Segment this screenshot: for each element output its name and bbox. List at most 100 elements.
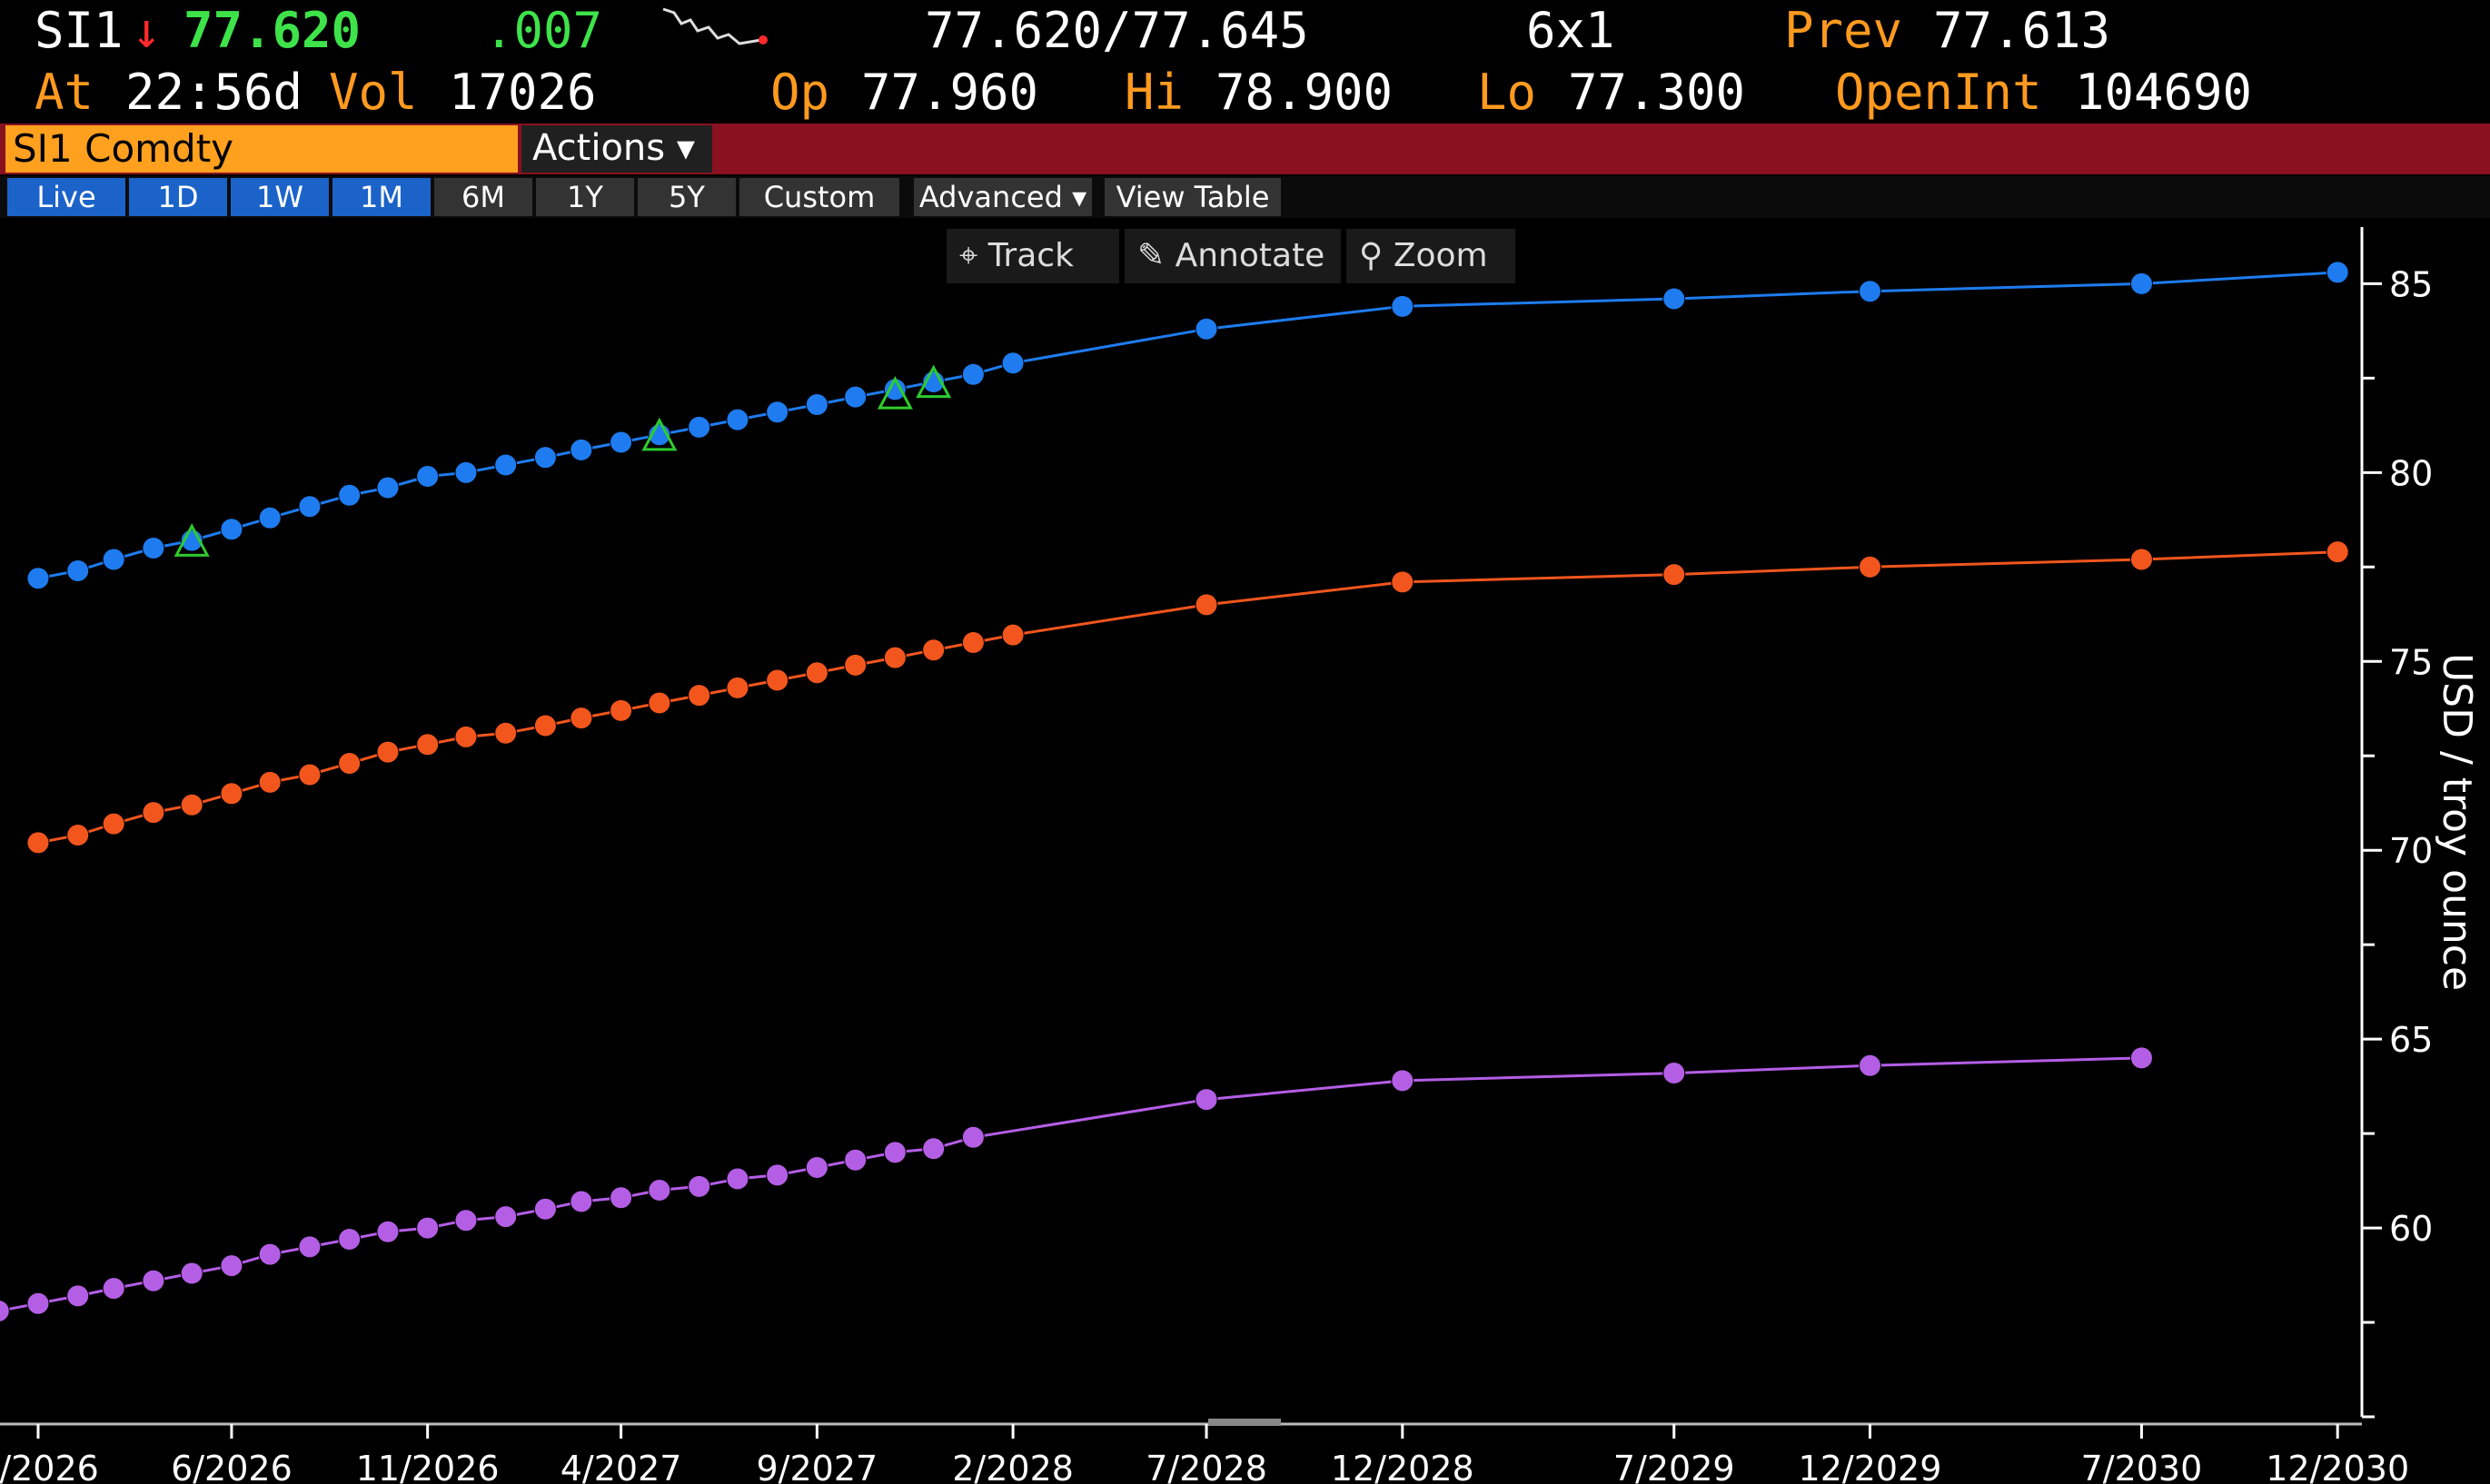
data-point <box>1195 317 1218 341</box>
net-change: .007 <box>484 2 603 59</box>
y-axis-label: USD / troy ounce <box>2434 653 2480 991</box>
data-point <box>494 453 518 477</box>
data-point <box>610 698 633 722</box>
vol-value: 17026 <box>449 64 597 121</box>
track-button[interactable]: ⌖ Track <box>947 229 1119 283</box>
x-tick-label: 11/2026 <box>356 1449 500 1484</box>
data-point <box>570 438 593 461</box>
openint-value: 104690 <box>2075 64 2253 121</box>
data-point <box>494 721 518 745</box>
data-point <box>2129 548 2153 571</box>
x-tick-label: 12/2028 <box>1331 1449 1474 1484</box>
data-point <box>688 684 711 707</box>
data-point <box>454 460 478 484</box>
y-tick-label: 85 <box>2389 264 2433 304</box>
data-point <box>805 661 828 685</box>
data-point <box>883 646 907 669</box>
data-point <box>494 1205 518 1229</box>
data-point <box>1001 351 1025 375</box>
data-point <box>883 378 907 401</box>
y-tick-label: 80 <box>2389 453 2433 493</box>
data-point <box>1195 1088 1218 1112</box>
track-label: Track <box>987 237 1074 274</box>
data-point <box>805 1156 828 1180</box>
data-point <box>688 415 711 439</box>
prev-value: 77.613 <box>1933 2 2111 59</box>
sparkline-icon <box>662 7 768 45</box>
hi-label: Hi <box>1125 64 1185 121</box>
range-live-button[interactable]: Live <box>7 178 125 216</box>
data-point <box>533 1197 557 1221</box>
zoom-button[interactable]: ⚲ Zoom <box>1346 229 1515 283</box>
data-point <box>338 752 362 776</box>
data-point <box>688 1174 711 1198</box>
data-point <box>2326 540 2349 564</box>
data-point <box>338 1228 362 1252</box>
range-1m-button[interactable]: 1M <box>332 178 431 216</box>
data-point <box>0 1300 10 1322</box>
data-point <box>1391 1069 1414 1093</box>
annotate-button[interactable]: ✎ Annotate <box>1125 229 1341 283</box>
advanced-menu-button[interactable]: Advanced ▾ <box>914 178 1092 216</box>
data-point <box>142 536 165 559</box>
range-5y-button[interactable]: 5Y <box>638 178 736 216</box>
x-tick-label: 12/2029 <box>1799 1449 1942 1484</box>
data-point <box>258 1242 282 1266</box>
data-point <box>258 770 282 794</box>
data-point <box>766 668 789 692</box>
range-1w-button[interactable]: 1W <box>231 178 329 216</box>
at-label: At <box>35 64 94 121</box>
hi-value: 78.900 <box>1215 64 1394 121</box>
data-point <box>1662 1062 1686 1085</box>
range-custom-button[interactable]: Custom <box>739 178 899 216</box>
data-point <box>961 1125 985 1149</box>
triangle-marker <box>916 364 952 399</box>
x-tick-label: 12/2030 <box>2266 1449 2409 1484</box>
data-point <box>961 630 985 654</box>
data-point <box>648 691 671 715</box>
data-point <box>610 430 633 454</box>
x-tick-label: 6/2026 <box>171 1449 293 1484</box>
data-point <box>26 831 50 855</box>
data-point <box>416 733 440 757</box>
data-point <box>298 1235 322 1259</box>
data-point <box>258 506 282 529</box>
actions-menu-button[interactable]: Actions ▾ <box>521 125 712 173</box>
view-table-button[interactable]: View Table <box>1105 178 1281 216</box>
data-point <box>298 763 322 787</box>
x-tick-label: 9/2027 <box>757 1449 878 1484</box>
bid-ask-size: 6x1 <box>1526 2 1615 59</box>
data-point <box>961 362 985 386</box>
data-point <box>1391 570 1414 594</box>
y-tick-label: 75 <box>2389 642 2433 682</box>
crosshair-icon: ⌖ <box>959 237 988 274</box>
op-value: 77.960 <box>861 64 1039 121</box>
data-point <box>766 401 789 424</box>
x-tick-label: 7/2030 <box>2081 1449 2203 1484</box>
bid-ask: 77.620/77.645 <box>925 2 1309 59</box>
data-point <box>2326 261 2349 284</box>
data-point <box>102 812 125 836</box>
security-input[interactable]: SI1 Comdty <box>5 125 518 173</box>
ticker: SI1 <box>35 2 124 59</box>
data-point <box>26 567 50 590</box>
range-6m-button[interactable]: 6M <box>434 178 532 216</box>
range-1y-button[interactable]: 1Y <box>536 178 634 216</box>
data-point <box>102 548 125 571</box>
data-point <box>533 446 557 470</box>
data-point <box>805 392 828 416</box>
data-point <box>533 714 557 737</box>
zoom-label: Zoom <box>1393 237 1488 274</box>
data-point <box>2129 272 2153 295</box>
data-point <box>570 1190 593 1213</box>
data-point <box>1662 287 1686 311</box>
series-line-1 <box>37 550 2338 845</box>
data-point <box>610 1186 633 1210</box>
openint-label: OpenInt <box>1835 64 2042 121</box>
data-point <box>1858 1054 1881 1077</box>
x-tick-label: 7/2029 <box>1613 1449 1735 1484</box>
data-point <box>454 1209 478 1232</box>
data-point <box>883 1141 907 1164</box>
range-1d-button[interactable]: 1D <box>129 178 227 216</box>
